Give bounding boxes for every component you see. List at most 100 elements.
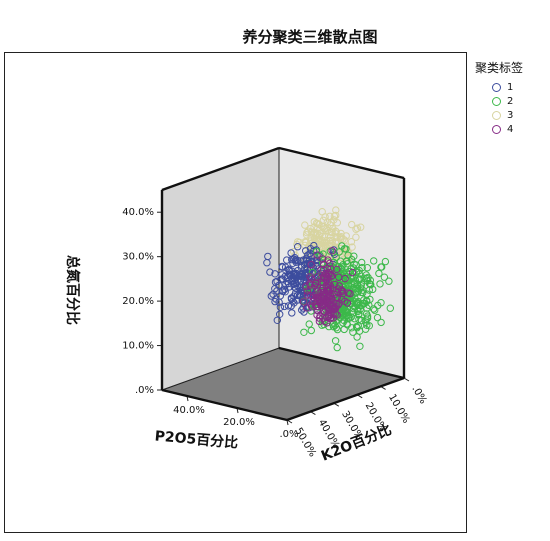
data-point xyxy=(309,298,317,306)
data-point xyxy=(275,298,283,306)
data-point xyxy=(336,233,344,242)
data-point xyxy=(343,308,351,316)
data-point xyxy=(264,252,272,261)
chart-frame xyxy=(4,52,467,533)
data-point xyxy=(285,270,293,278)
data-point xyxy=(323,313,331,322)
legend-title: 聚类标签 xyxy=(475,61,524,75)
data-point xyxy=(348,268,357,277)
x-tick-label: 20.0% xyxy=(223,417,255,428)
data-point xyxy=(315,240,324,249)
data-point xyxy=(296,283,304,291)
data-point xyxy=(294,243,302,251)
data-point xyxy=(290,283,298,291)
data-point xyxy=(353,333,361,341)
legend: 聚类标签 1 2 3 4 xyxy=(475,59,523,136)
data-point xyxy=(321,317,329,326)
legend-item-1: 1 xyxy=(492,80,523,94)
data-point xyxy=(314,236,322,245)
data-point xyxy=(302,238,310,247)
y-tick xyxy=(403,377,410,382)
data-point xyxy=(331,280,339,289)
data-point xyxy=(339,289,347,298)
data-point xyxy=(331,238,340,246)
z-tick-label: 20.0% xyxy=(122,296,154,307)
data-point xyxy=(286,272,295,280)
data-point xyxy=(316,295,324,304)
data-point xyxy=(307,233,315,242)
data-point xyxy=(332,253,340,262)
x-tick xyxy=(286,419,289,426)
data-point xyxy=(292,269,300,278)
data-point xyxy=(323,218,331,226)
data-point xyxy=(354,287,362,295)
data-point xyxy=(347,255,356,264)
data-point xyxy=(333,265,341,273)
data-point xyxy=(386,304,394,312)
legend-marker-icon xyxy=(492,124,501,134)
data-point xyxy=(353,282,362,290)
data-point xyxy=(266,268,274,276)
data-point xyxy=(308,303,316,311)
data-point xyxy=(331,229,339,237)
data-point xyxy=(353,301,362,309)
data-point xyxy=(273,277,281,285)
data-point xyxy=(285,266,293,274)
data-point xyxy=(319,255,327,263)
data-point xyxy=(344,289,352,297)
data-point xyxy=(284,302,293,310)
legend-marker-icon xyxy=(492,96,501,106)
data-point xyxy=(314,219,322,228)
data-point xyxy=(363,264,371,272)
data-point xyxy=(359,288,367,297)
data-point xyxy=(341,274,349,283)
data-point xyxy=(325,322,333,331)
axis-edge xyxy=(278,146,405,180)
data-point xyxy=(338,242,346,250)
data-point xyxy=(338,295,346,303)
data-point xyxy=(310,229,319,237)
legend-marker-icon xyxy=(492,110,501,120)
data-point xyxy=(352,233,360,241)
z-tick-label: 10.0% xyxy=(122,341,154,352)
data-point xyxy=(283,256,291,264)
data-point xyxy=(347,313,355,321)
data-point xyxy=(332,211,340,220)
y-tick-label: .0% xyxy=(409,384,428,406)
data-point xyxy=(303,291,311,299)
data-point xyxy=(320,288,328,296)
data-point xyxy=(278,287,286,295)
data-point xyxy=(337,269,345,278)
data-point xyxy=(328,247,336,255)
data-point xyxy=(299,298,308,306)
data-point xyxy=(324,256,332,264)
z-tick-label: 40.0% xyxy=(122,207,154,218)
axis-edge xyxy=(161,146,280,192)
data-point xyxy=(331,310,339,318)
data-point xyxy=(323,319,331,327)
data-point xyxy=(307,326,315,335)
data-point xyxy=(290,274,299,282)
data-point xyxy=(331,337,340,345)
data-point xyxy=(370,257,378,265)
data-point xyxy=(380,273,389,281)
data-point xyxy=(313,273,321,281)
data-point xyxy=(325,268,334,277)
y-tick-label: 50.0% xyxy=(292,426,317,459)
data-point xyxy=(296,257,305,265)
data-point xyxy=(342,249,350,258)
data-point xyxy=(332,228,340,236)
data-point xyxy=(357,316,366,325)
z-tick-label: .0% xyxy=(135,385,154,396)
data-point xyxy=(289,297,297,305)
series-1 xyxy=(263,241,345,324)
data-point xyxy=(319,265,328,274)
data-point xyxy=(333,343,341,352)
data-point xyxy=(284,279,293,288)
data-point xyxy=(303,287,312,295)
data-point xyxy=(378,263,386,271)
data-point xyxy=(273,316,281,324)
data-point xyxy=(296,270,304,279)
data-point xyxy=(358,258,366,267)
data-point xyxy=(381,257,390,266)
